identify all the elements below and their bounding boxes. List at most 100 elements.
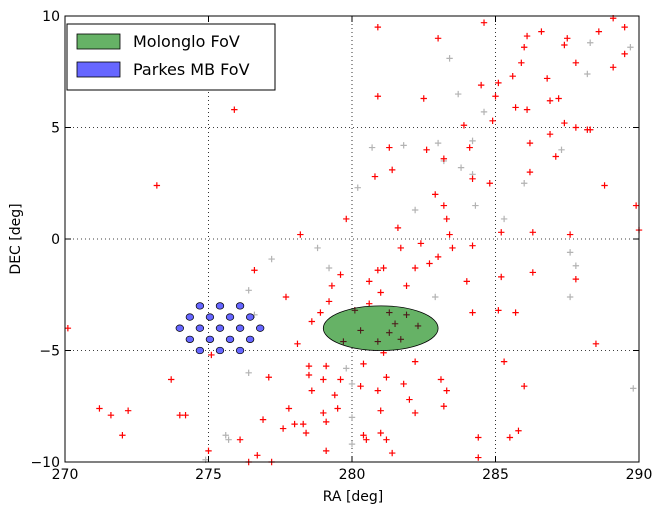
red-point: [489, 117, 496, 125]
red-point: [443, 215, 450, 223]
red-point: [205, 447, 212, 455]
red-point: [406, 396, 413, 403]
red-point: [466, 144, 473, 151]
red-point: [498, 229, 505, 236]
red-point: [366, 278, 373, 285]
parkes-beam: [235, 324, 245, 332]
red-point: [546, 97, 554, 104]
red-point: [297, 231, 304, 238]
parkes-beam: [215, 324, 225, 332]
red-point: [259, 416, 267, 423]
point-in-molonglo: [397, 336, 404, 343]
red-point: [440, 403, 448, 410]
grey-point: [446, 55, 453, 62]
red-point: [632, 202, 640, 209]
red-point: [107, 411, 115, 419]
point-in-molonglo: [386, 329, 393, 336]
parkes-beam: [215, 302, 225, 310]
axes: [64, 15, 640, 463]
red-point: [153, 182, 161, 189]
red-point: [477, 81, 485, 89]
parkes-beam: [256, 324, 265, 332]
red-point: [443, 387, 450, 394]
red-point: [621, 23, 628, 31]
red-point-series: [64, 15, 643, 466]
red-point: [377, 289, 384, 296]
red-point: [495, 307, 502, 314]
parkes-beam: [245, 335, 255, 344]
x-tick-label: 275: [195, 467, 222, 483]
grey-point: [325, 264, 333, 272]
parkes-beam: [195, 302, 205, 310]
red-point: [182, 411, 189, 419]
red-point: [584, 126, 591, 133]
red-point: [305, 371, 313, 379]
red-point: [592, 340, 600, 348]
legend-swatch-parkes: [76, 61, 121, 78]
red-point: [236, 436, 244, 443]
parkes-beam: [195, 346, 205, 355]
grey-point: [400, 142, 407, 149]
red-point: [492, 93, 499, 100]
grey-point: [454, 90, 462, 98]
red-point: [566, 231, 574, 238]
red-point: [469, 242, 476, 249]
red-point: [417, 240, 425, 247]
red-point: [543, 75, 551, 82]
point-in-molonglo: [357, 327, 364, 334]
grey-point: [268, 255, 275, 263]
legend-swatch-molonglo: [76, 33, 121, 50]
red-point: [377, 407, 384, 414]
red-point: [357, 382, 364, 390]
grey-point: [566, 249, 574, 256]
red-point: [500, 358, 508, 365]
red-point: [360, 432, 367, 439]
red-point: [64, 325, 72, 332]
red-point: [512, 309, 519, 316]
red-point: [308, 318, 316, 325]
grey-point: [627, 44, 634, 51]
legend-label-parkes: Parkes MB FoV: [133, 60, 250, 79]
red-point: [561, 119, 568, 127]
grey-point: [354, 184, 361, 191]
grey-point: [500, 215, 508, 223]
grey-point: [434, 139, 442, 147]
tick-labels: 270 275 280 285 290 10 5 0 −5 −10: [30, 9, 652, 483]
red-point: [343, 215, 350, 223]
red-point: [621, 50, 628, 58]
red-point: [411, 264, 419, 272]
x-tick-label: 270: [52, 467, 79, 483]
red-point: [374, 267, 382, 274]
parkes-beam: [205, 313, 215, 321]
grey-point: [584, 70, 591, 78]
red-point: [515, 427, 522, 434]
red-point: [383, 374, 390, 381]
red-point: [394, 224, 402, 232]
red-point: [440, 155, 448, 162]
y-axis-label: DEC [deg]: [8, 203, 24, 274]
red-point: [386, 144, 393, 151]
red-point: [411, 409, 419, 417]
red-point: [572, 275, 580, 283]
red-point: [167, 376, 175, 383]
parkes-beam: [235, 302, 245, 310]
red-point: [334, 405, 341, 412]
red-point: [509, 73, 516, 80]
red-point: [426, 260, 433, 267]
y-tick-label: −5: [39, 344, 60, 360]
red-point: [469, 309, 476, 316]
red-point: [463, 278, 470, 285]
grey-point: [587, 39, 594, 46]
grey-point: [521, 180, 528, 187]
red-point: [380, 264, 387, 272]
red-point: [322, 447, 330, 455]
grey-point: [343, 365, 350, 372]
red-point: [523, 32, 531, 40]
parkes-beam: [195, 324, 205, 332]
red-point: [96, 405, 103, 412]
red-point: [176, 411, 183, 419]
red-point: [383, 436, 390, 443]
red-point: [231, 106, 238, 113]
